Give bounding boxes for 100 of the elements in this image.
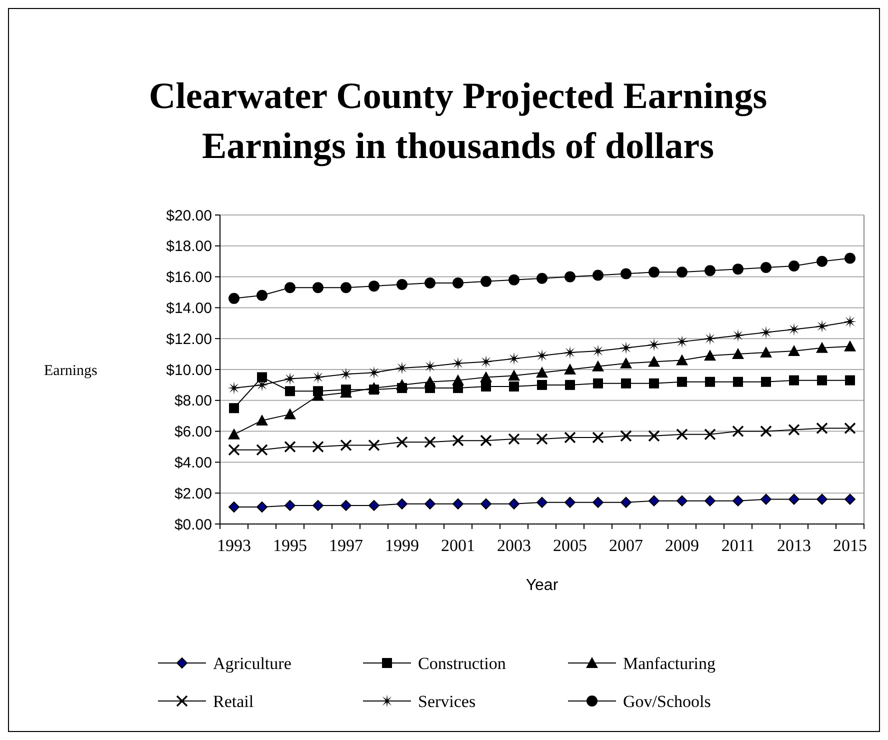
point [452, 434, 464, 446]
point [228, 502, 240, 513]
point [564, 496, 576, 508]
point [592, 432, 604, 444]
point [536, 272, 548, 284]
legend-label: Retail [213, 692, 254, 711]
point [620, 496, 632, 508]
point [396, 436, 408, 448]
point [396, 279, 408, 290]
point [816, 256, 828, 267]
point [788, 260, 800, 272]
y-tick-label: $8.00 [174, 392, 212, 410]
point [312, 500, 324, 511]
point [816, 422, 828, 434]
point [732, 425, 744, 438]
point [704, 428, 716, 440]
point [564, 346, 576, 360]
point [312, 370, 324, 384]
point [228, 428, 240, 440]
point [704, 350, 716, 361]
point [564, 364, 576, 374]
x-tick-label: 2005 [553, 536, 587, 555]
point [452, 498, 464, 510]
point [396, 361, 408, 374]
point [396, 378, 408, 390]
point [788, 322, 800, 336]
point [621, 378, 631, 388]
point [508, 352, 520, 366]
point [704, 495, 716, 506]
point [284, 372, 296, 386]
point [368, 382, 380, 394]
point [816, 342, 828, 353]
point [816, 494, 828, 505]
x-tick-label: 2015 [833, 536, 867, 555]
point [481, 381, 491, 392]
point [593, 378, 603, 388]
point [844, 315, 856, 328]
point [480, 498, 492, 510]
point [592, 496, 604, 508]
point [368, 439, 380, 452]
point [256, 290, 268, 301]
y-tick-label: $16.00 [166, 269, 212, 286]
point [592, 270, 604, 281]
x-tick-label: 2001 [441, 536, 475, 555]
point [284, 500, 296, 511]
point [761, 376, 771, 387]
point [536, 349, 548, 362]
point [676, 495, 688, 506]
point [368, 500, 380, 511]
y-tick-label: $10.00 [166, 362, 212, 379]
point [648, 430, 660, 442]
point [340, 439, 352, 452]
y-tick-label: $18.00 [166, 238, 212, 256]
point [732, 264, 744, 275]
point [228, 292, 240, 304]
point [396, 498, 408, 510]
y-tick-label: $2.00 [174, 485, 212, 502]
point [508, 370, 520, 381]
point [424, 436, 436, 448]
x-axis-title: Year [526, 577, 559, 594]
point [480, 434, 492, 446]
point [704, 265, 716, 276]
point [536, 496, 548, 508]
point [844, 494, 856, 505]
point [256, 502, 268, 513]
x-tick-label: 2011 [721, 536, 755, 555]
legend-label: Gov/Schools [623, 692, 711, 711]
point [789, 375, 799, 386]
point [677, 376, 687, 387]
x-tick-label: 2003 [497, 536, 531, 555]
point [648, 495, 660, 506]
point [844, 422, 856, 434]
point [676, 266, 688, 278]
x-tick-label: 2009 [665, 536, 699, 555]
point [760, 326, 772, 339]
point [508, 498, 520, 510]
point [340, 368, 352, 381]
chart-subtitle: Earnings in thousands of dollars [202, 126, 714, 167]
point [760, 425, 772, 438]
point [284, 408, 296, 420]
point [817, 375, 827, 386]
point [788, 424, 800, 436]
point [537, 380, 547, 390]
point [340, 500, 352, 511]
y-tick-label: $0.00 [174, 516, 212, 534]
point [480, 276, 492, 287]
x-tick-label: 1995 [273, 536, 307, 555]
point [508, 274, 520, 286]
point [760, 262, 772, 274]
point [592, 344, 604, 358]
x-tick-label: 2007 [609, 536, 644, 555]
point [536, 433, 548, 445]
point [256, 414, 268, 426]
point [285, 386, 295, 396]
y-tick-label: $12.00 [166, 330, 212, 348]
point [760, 494, 772, 505]
point [424, 498, 436, 510]
point [565, 380, 575, 390]
point [564, 432, 576, 444]
point [620, 357, 632, 368]
